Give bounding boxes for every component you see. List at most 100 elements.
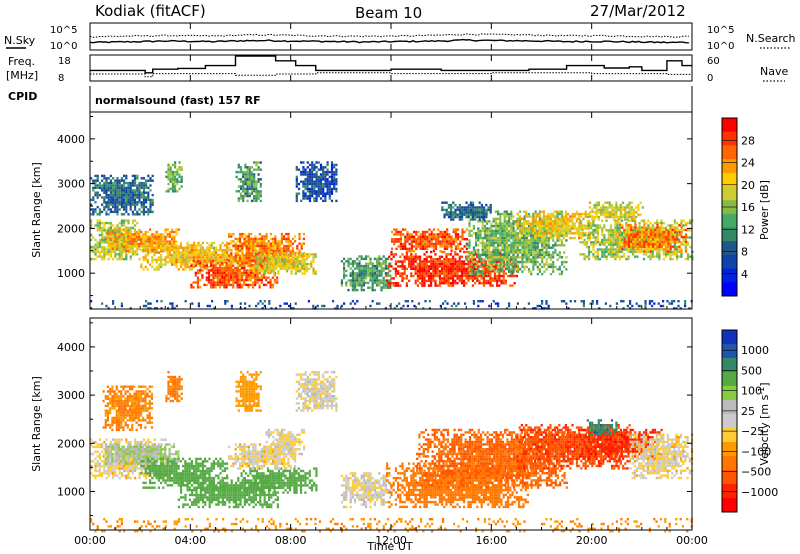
heat-cell [330,175,334,179]
heat-cell [494,224,497,228]
heat-cell [206,256,209,259]
heat-cell [166,233,169,236]
heat-cell [415,230,418,234]
heat-cell [490,236,493,240]
heat-cell [173,258,176,261]
heat-cell [413,238,416,241]
heat-cell [324,194,327,198]
heat-cell [497,256,500,259]
heat-cell [501,212,504,216]
heat-cell [505,215,508,218]
heat-cell [210,246,213,249]
heat-cell [230,240,233,243]
heat-cell [109,174,112,178]
heat-cell [255,262,258,266]
heat-cell [242,190,245,193]
heat-cell [210,244,213,247]
heat-cell [558,253,561,257]
heat-cell [171,244,174,247]
heat-cell [441,267,444,270]
heat-cell [186,261,189,264]
heat-cell [416,258,419,261]
heat-cell [268,270,271,273]
heat-cell [454,245,457,248]
heat-cell [322,173,325,176]
heat-cell [445,274,448,278]
heat-cell [616,233,619,237]
heat-cell [625,248,628,251]
heat-cell [369,262,372,265]
heat-cell [112,203,115,206]
heat-cell [388,270,391,273]
heat-cell [301,272,304,275]
heat-cell [155,230,158,234]
heat-cell [248,187,251,191]
heat-cell [581,253,584,256]
heat-cell [477,232,480,235]
heat-cell [616,243,619,246]
heat-cell [596,229,599,232]
heat-cell [256,237,259,241]
heat-cell [248,194,251,198]
heat-cell [138,181,141,185]
heat-cell [405,282,408,285]
heat-cell [330,178,334,181]
heat-cell [188,258,191,261]
heat-cell [609,245,613,249]
heat-cell [250,180,254,183]
heat-cell [254,235,257,238]
heat-cell [441,240,444,243]
heat-cell [527,227,530,230]
heat-cell [125,255,128,258]
heat-cell [315,180,318,183]
heat-cell [144,265,147,269]
heat-cell [499,244,502,247]
heat-cell [614,241,617,244]
heat-cell [127,245,130,248]
heat-cell [640,248,643,251]
heat-cell [369,279,372,282]
heat-cell [131,226,134,230]
heat-cell [107,208,110,211]
heat-cell [173,244,176,247]
heat-cell [129,250,132,254]
heat-cell [536,220,539,223]
heat-cell [354,274,357,277]
heat-cell [463,279,466,282]
heat-cell [530,227,533,230]
heat-cell [103,224,106,227]
heat-cell [488,258,491,261]
heat-cell [195,253,198,257]
heat-cell [123,221,126,225]
heat-cell [408,235,411,238]
heat-cell [300,173,303,176]
heat-cell [105,201,108,204]
heat-cell [304,185,307,188]
heat-cell [424,245,427,248]
heat-cell [149,240,152,243]
heat-cell [521,258,524,261]
heat-cell [125,203,128,206]
heat-cell [649,253,652,256]
heat-cell [268,262,271,266]
heat-cell [594,241,597,244]
heat-cell [543,265,546,269]
heat-cell [510,246,513,249]
heat-cell [168,246,171,249]
heat-cell [142,191,145,194]
heat-cell [472,227,475,230]
heat-cell [92,196,95,199]
heat-cell [162,249,165,252]
heat-cell [219,258,222,261]
heat-cell [463,274,466,278]
heat-cell [553,234,556,237]
heat-cell [330,168,334,171]
heat-cell [532,244,535,247]
heat-cell [140,241,143,245]
heat-cell [239,241,242,245]
heat-cell [105,238,108,241]
heat-cell [503,227,506,230]
heat-cell [460,279,463,282]
heat-cell [638,248,641,251]
heat-cell [246,175,249,179]
